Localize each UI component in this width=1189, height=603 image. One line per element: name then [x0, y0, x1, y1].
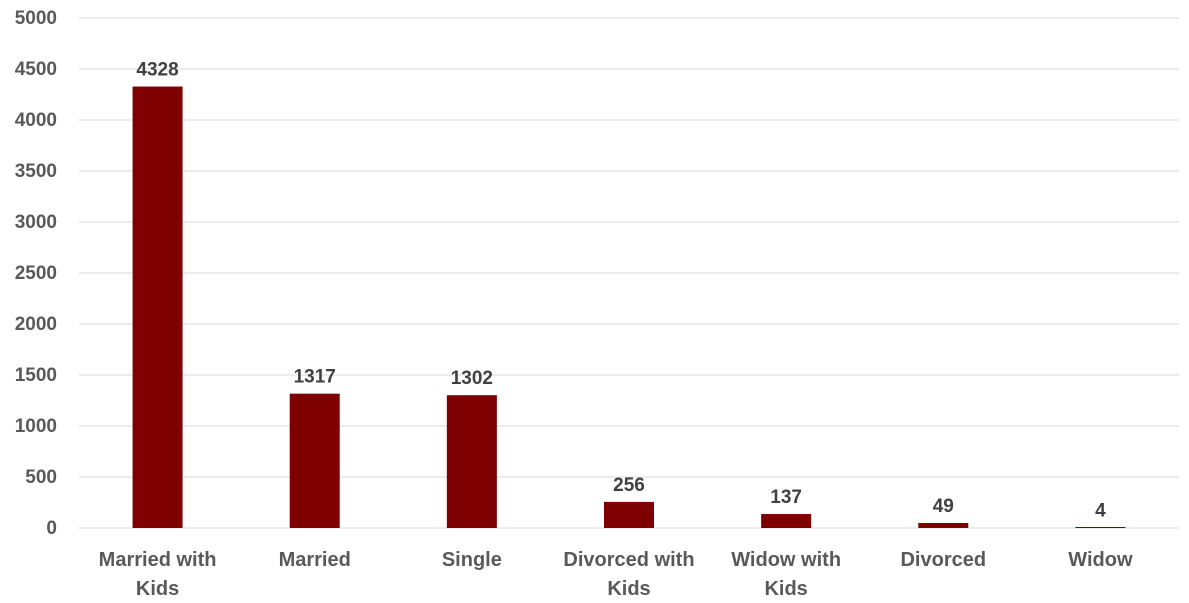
- x-axis-category-labels: Married with Kids Married Single Divorced wi…: [99, 549, 1133, 600]
- data-label: 137: [770, 487, 802, 508]
- data-labels: 4328 1317 1302 256 137 49 4: [136, 60, 1106, 522]
- y-tick-label: 0: [46, 518, 57, 539]
- x-category-label-line: Kids: [764, 578, 807, 598]
- x-category-label-line: Single: [442, 549, 502, 571]
- data-label: 256: [613, 475, 645, 496]
- gridlines: [79, 17, 1179, 529]
- x-category-label: Widow with Kids: [731, 549, 841, 598]
- y-tick-label: 1000: [15, 416, 57, 437]
- x-category-label: Divorced with Kids: [563, 549, 694, 598]
- data-label: 4: [1095, 501, 1106, 522]
- x-category-label: Married with Kids: [99, 549, 217, 598]
- x-category-label: Divorced: [900, 549, 986, 571]
- bar: [761, 514, 812, 528]
- bar: [918, 523, 969, 528]
- y-tick-label: 3000: [15, 212, 57, 233]
- bars: [132, 86, 1126, 528]
- y-tick-label: 4500: [15, 59, 57, 80]
- data-label: 1302: [451, 368, 493, 389]
- data-label: 4328: [136, 60, 178, 81]
- x-category-label-line: Divorced with: [563, 549, 694, 571]
- x-category-label-line: Divorced: [900, 549, 986, 571]
- bar: [1075, 527, 1126, 528]
- y-tick-label: 3500: [15, 161, 57, 182]
- y-axis-tick-labels: 0 500 1000 1500 2000 2500 3000 3500 4000 4500 5000: [15, 8, 57, 539]
- y-tick-label: 500: [25, 467, 57, 488]
- bar: [132, 86, 183, 528]
- y-tick-label: 2000: [15, 314, 57, 335]
- y-tick-label: 4000: [15, 110, 57, 131]
- x-category-label-line: Married: [279, 549, 351, 571]
- x-category-label: Married: [279, 549, 351, 571]
- data-label: 49: [933, 496, 954, 517]
- x-category-label-line: Married with: [99, 549, 217, 571]
- bar: [604, 501, 654, 528]
- x-category-label-line: Kids: [607, 578, 650, 598]
- x-category-label-line: Kids: [136, 578, 179, 598]
- data-label: 1317: [294, 367, 336, 388]
- x-category-label: Single: [442, 549, 502, 571]
- y-tick-label: 2500: [15, 263, 57, 284]
- bar: [289, 393, 340, 528]
- bar: [446, 395, 497, 528]
- y-tick-label: 1500: [15, 365, 57, 386]
- x-category-label-line: Widow: [1068, 549, 1133, 571]
- y-tick-label: 5000: [15, 8, 57, 29]
- x-category-label-line: Widow with: [731, 549, 841, 571]
- x-category-label: Widow: [1068, 549, 1133, 571]
